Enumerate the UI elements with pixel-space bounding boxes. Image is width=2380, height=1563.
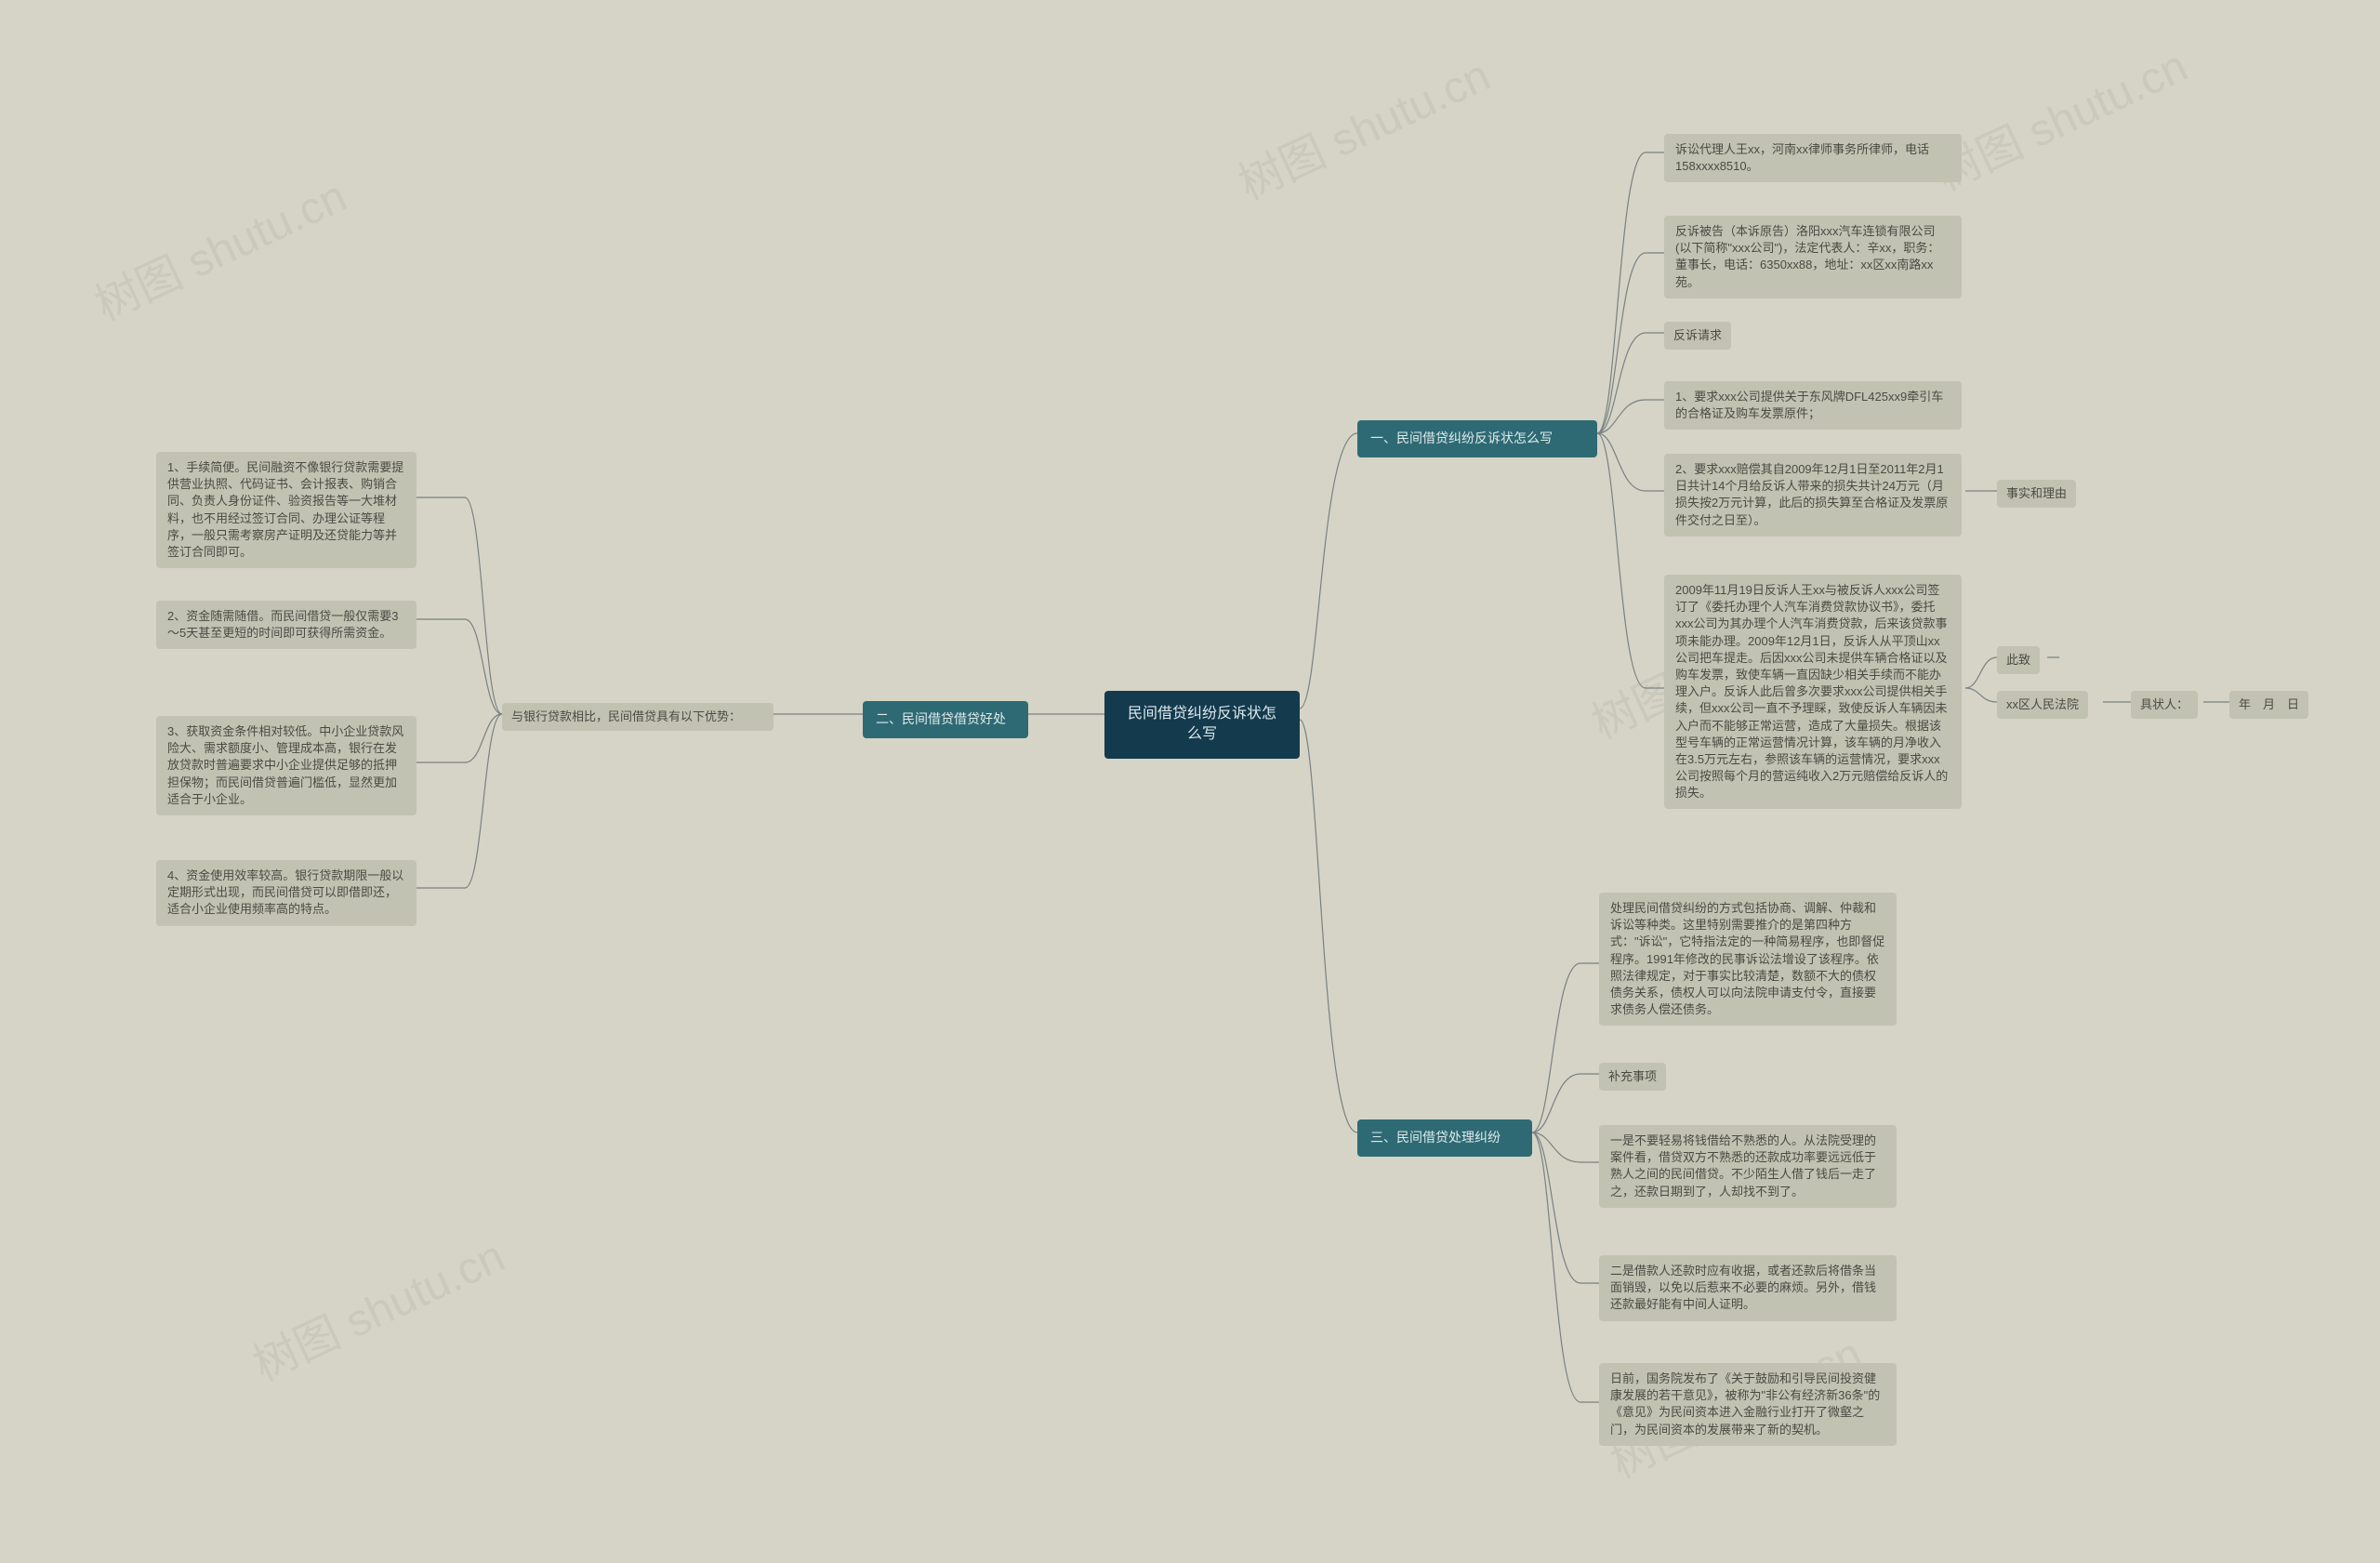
branch-1-node-4: 1、要求xxx公司提供关于东风牌DFL425xx9牵引车的合格证及购车发票原件； [1664,381,1962,430]
branch-1-node-6-s1: 此致 [1997,646,2040,674]
branch-2-node-1: 1、手续简便。民间融资不像银行贷款需要提供营业执照、代码证书、会计报表、购销合同… [156,452,416,568]
branch-3-node-1: 处理民间借贷纠纷的方式包括协商、调解、仲裁和诉讼等种类。这里特别需要推介的是第四… [1599,893,1897,1026]
branch-3-node-2: 补充事项 [1599,1063,1666,1091]
branch-1-node-6: 2009年11月19日反诉人王xx与被反诉人xxx公司签订了《委托办理个人汽车消… [1664,575,1962,809]
branch-3-node-3: 一是不要轻易将钱借给不熟悉的人。从法院受理的案件看，借贷双方不熟悉的还款成功率要… [1599,1125,1897,1208]
branch-1-node-2: 反诉被告（本诉原告）洛阳xxx汽车连锁有限公司(以下简称"xxx公司")，法定代… [1664,216,1962,298]
root-node: 民间借贷纠纷反诉状怎么写 [1104,691,1300,759]
branch-2-intro: 与银行贷款相比，民间借贷具有以下优势： [502,703,774,731]
branch-1-node-6-s2: xx区人民法院 [1997,691,2088,719]
branch-2-node-3: 3、获取资金条件相对较低。中小企业贷款风险大、需求额度小、管理成本高，银行在发放… [156,716,416,815]
branch-2-title: 二、民间借贷借贷好处 [863,701,1028,738]
branch-1-node-6-s3: 具状人： [2131,691,2198,719]
branch-1-node-5: 2、要求xxx赔偿其自2009年12月1日至2011年2月1日共计14个月给反诉… [1664,454,1962,536]
branch-1-node-6-s4: 年 月 日 [2229,691,2308,719]
branch-1-node-1: 诉讼代理人王xx，河南xx律师事务所律师，电话158xxxx8510。 [1664,134,1962,182]
branch-2-node-2: 2、资金随需随借。而民间借贷一般仅需要3～5天甚至更短的时间即可获得所需资金。 [156,601,416,649]
watermark: 树图 shutu.cn [1924,30,2196,203]
branch-3-node-5: 日前，国务院发布了《关于鼓励和引导民间投资健康发展的若干意见》，被称为"非公有经… [1599,1363,1897,1446]
branch-1-node-5-sub: 事实和理由 [1997,480,2076,508]
branch-2-node-4: 4、资金使用效率较高。银行贷款期限一般以定期形式出现，而民间借贷可以即借即还，适… [156,860,416,926]
branch-1-title: 一、民间借贷纠纷反诉状怎么写 [1357,420,1597,457]
branch-3-node-4: 二是借款人还款时应有收据，或者还款后将借条当面销毁，以免以后惹来不必要的麻烦。另… [1599,1255,1897,1321]
watermark: 树图 shutu.cn [241,1220,513,1393]
branch-3-title: 三、民间借贷处理纠纷 [1357,1119,1532,1157]
branch-1-node-3: 反诉请求 [1664,322,1731,350]
watermark: 树图 shutu.cn [83,160,355,333]
watermark: 树图 shutu.cn [1226,39,1499,212]
